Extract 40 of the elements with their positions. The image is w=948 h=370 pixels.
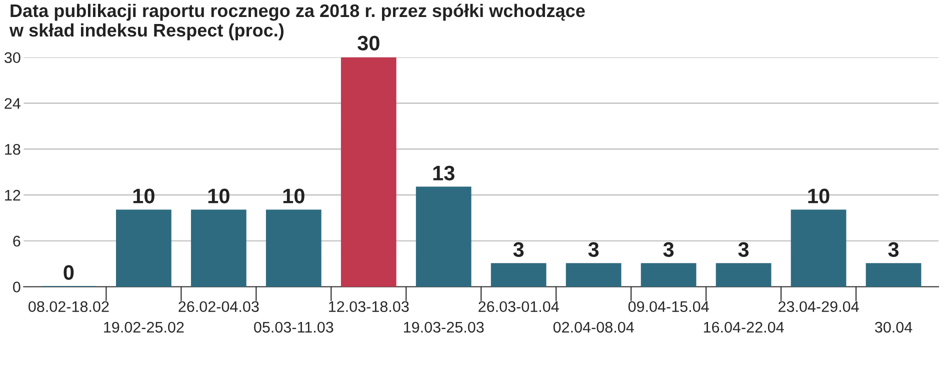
- x-tick-label: 26.02-04.03: [178, 301, 259, 312]
- data-label: 3: [663, 242, 674, 257]
- x-tick-label: 05.03-11.03: [254, 322, 334, 333]
- bar: [490, 263, 546, 287]
- data-label: 0: [64, 265, 74, 280]
- bar: [416, 186, 472, 287]
- x-tick-label: 12.03-18.03: [329, 301, 409, 312]
- y-tick-label: 12: [5, 190, 20, 201]
- x-tick-label: 08.02-18.02: [28, 301, 109, 312]
- x-tick-label: 30.04: [874, 322, 912, 333]
- data-label: 3: [513, 242, 524, 257]
- y-tick-label: 6: [13, 236, 20, 247]
- x-tick-label: 23.04-29.04: [778, 301, 859, 312]
- bar: [716, 263, 772, 287]
- x-tick-label: 19.03-25.03: [404, 322, 484, 333]
- x-tick-label: 09.04-15.04: [628, 301, 709, 312]
- y-tick-label: 24: [4, 98, 20, 109]
- bar: [790, 210, 846, 287]
- bar: [116, 210, 172, 287]
- bar: [340, 57, 396, 287]
- bar: [866, 263, 922, 287]
- bar: [266, 210, 322, 287]
- data-label: 10: [808, 188, 830, 204]
- y-tick-label: 30: [4, 52, 20, 64]
- x-tick-label: 02.04-08.04: [553, 322, 634, 333]
- data-label: 3: [888, 242, 899, 257]
- data-label: 3: [588, 242, 599, 257]
- y-tick-label: 0: [13, 282, 20, 292]
- data-label: 10: [208, 188, 230, 204]
- data-label: 10: [283, 188, 304, 204]
- bar: [190, 210, 246, 287]
- bar: [566, 263, 622, 287]
- data-label: 13: [433, 166, 454, 180]
- x-tick-label: 19.02-25.02: [104, 322, 184, 333]
- y-tick-label: 18: [5, 144, 20, 155]
- x-tick-label: 26.03-01.04: [478, 301, 559, 312]
- data-label: 10: [133, 188, 154, 204]
- data-label: 3: [738, 242, 749, 257]
- bar: [640, 263, 696, 287]
- x-tick-label: 16.04-22.04: [704, 322, 784, 333]
